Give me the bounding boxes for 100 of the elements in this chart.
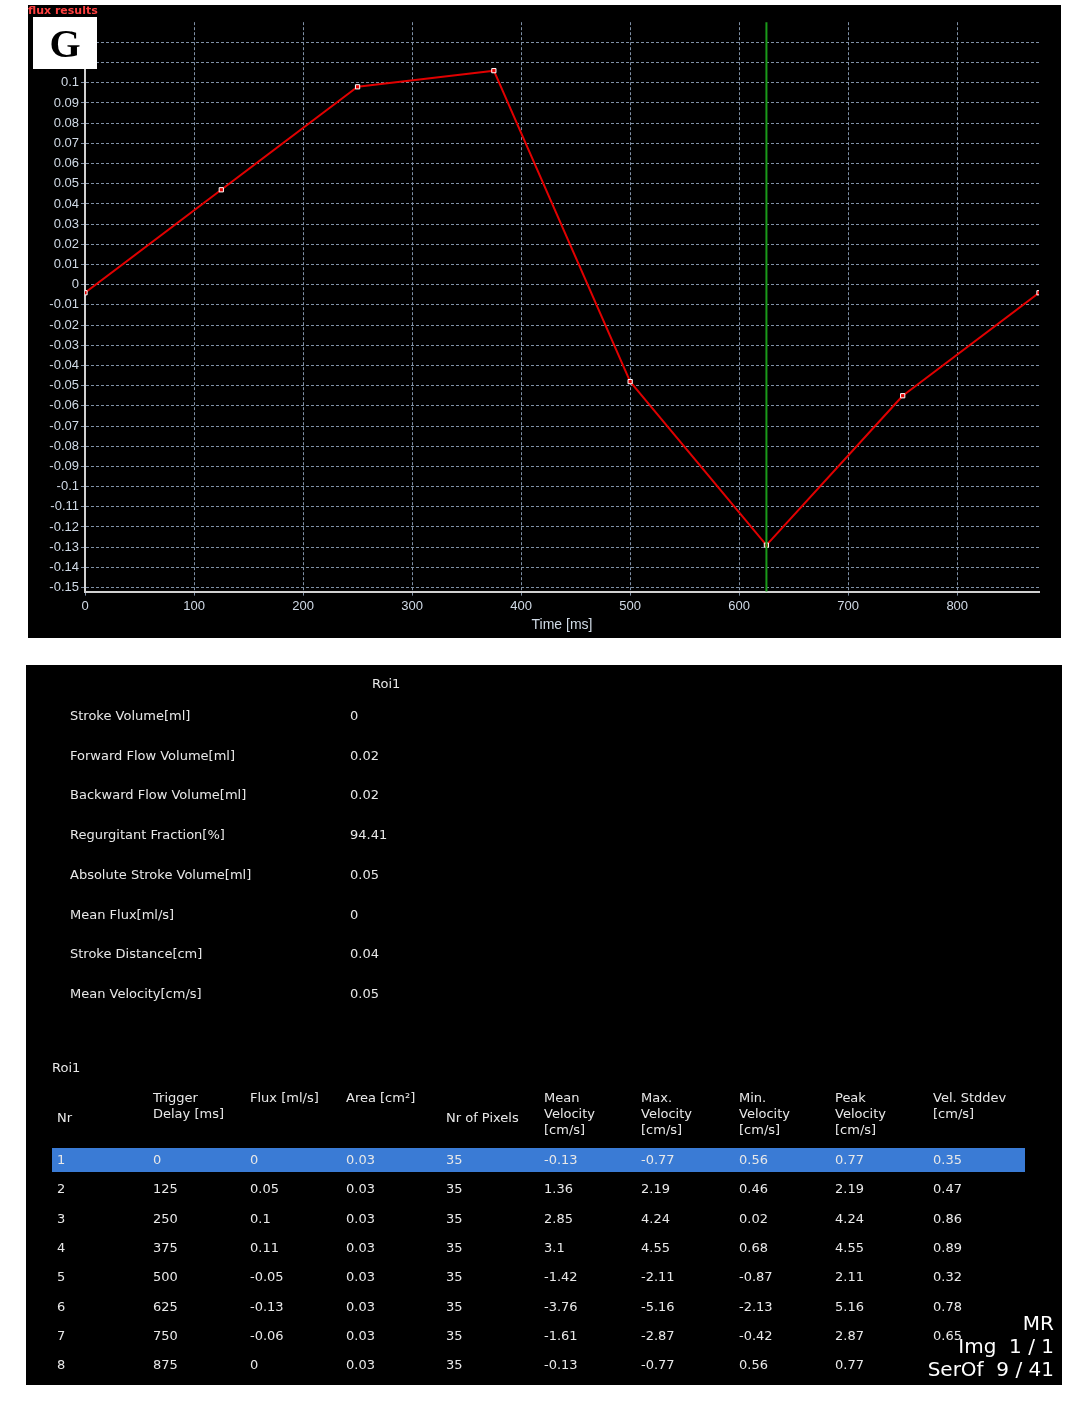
data-label: 0.86 — [933, 1210, 962, 1226]
y-tick-label: 6 — [57, 1298, 66, 1314]
x-tick-label: 800 — [946, 597, 969, 613]
y-axis-title: Nr — [57, 1110, 73, 1125]
data-label: -0.13 — [544, 1152, 578, 1167]
point — [491, 68, 497, 74]
point — [900, 393, 906, 399]
data-label: 35 — [446, 1210, 463, 1226]
data-label: 0.56 — [739, 1152, 768, 1167]
data-label: 0.11 — [250, 1239, 279, 1255]
y-tick-label: 0.06 — [53, 155, 79, 171]
data-label: 4.55 — [641, 1239, 670, 1255]
data-label: 0.03 — [346, 1210, 375, 1226]
y-tick-label: Stroke Distance[cm] — [70, 946, 203, 962]
data-label: 0.02 — [739, 1210, 768, 1226]
data-label: 0.05 — [250, 1181, 279, 1197]
data-label: 0.68 — [739, 1239, 768, 1255]
data-label: 0 — [250, 1152, 259, 1167]
y-tick-label: -0.13 — [49, 538, 79, 554]
data-label: 0.46 — [739, 1181, 768, 1197]
y-tick-label: 0.05 — [53, 175, 79, 191]
y-tick-label: -0.02 — [49, 316, 79, 332]
data-label: 35 — [446, 1269, 463, 1285]
y-tick-label: -0.07 — [49, 417, 79, 433]
y-tick-label: 0.03 — [53, 215, 79, 231]
y-tick-label: -0.03 — [49, 336, 79, 352]
y-tick-label: -0.06 — [49, 397, 79, 413]
y-tick-label: -0.04 — [49, 357, 79, 373]
y-tick-label: 0.07 — [53, 134, 79, 150]
data-label: 94.41 — [350, 827, 388, 843]
data-label: -0.42 — [739, 1327, 773, 1343]
y-tick-label: -0.14 — [49, 558, 79, 574]
y-tick-label: -0.01 — [49, 296, 79, 312]
y-tick-label: 0.09 — [53, 94, 79, 110]
y-tick-label: 4 — [57, 1239, 66, 1255]
data-label: 0.04 — [350, 946, 379, 962]
data-label: -3.76 — [544, 1298, 578, 1314]
y-tick-label: Regurgitant Fraction[%] — [70, 827, 225, 843]
text: MR — [1022, 1311, 1054, 1335]
data-label: 35 — [446, 1152, 463, 1167]
x-tick-label: Area [cm²] — [346, 1090, 417, 1106]
data-label: 750 — [153, 1327, 178, 1343]
data-label: 0.02 — [350, 747, 379, 763]
data-label: 3.1 — [544, 1239, 565, 1255]
y-tick-label: -0.1 — [56, 478, 79, 494]
text: G — [33, 17, 97, 69]
data-label: 375 — [153, 1239, 178, 1255]
data-label: 0.05 — [350, 985, 379, 1001]
data-label: 2.11 — [835, 1269, 864, 1285]
y-tick-label: -0.08 — [49, 437, 79, 453]
data-label: -2.11 — [641, 1269, 675, 1285]
y-tick-label: Stroke Volume[ml] — [70, 708, 191, 723]
annotation: SerOf 9 / 41 — [927, 1357, 1054, 1381]
data-label: 2.85 — [544, 1210, 573, 1226]
x-tick-label: 0 — [81, 597, 89, 613]
data-label: 0.56 — [739, 1357, 768, 1373]
data-label: 0.05 — [350, 866, 379, 882]
y-tick-label: 0.02 — [53, 235, 79, 251]
x-tick-label: 200 — [292, 597, 314, 613]
point — [627, 378, 633, 385]
data-label: 625 — [153, 1298, 178, 1314]
data-label: -0.13 — [250, 1298, 284, 1314]
data-label: 0.1 — [250, 1210, 271, 1226]
y-tick-label: Forward Flow Volume[ml] — [70, 747, 235, 763]
y-tick-label: 8 — [57, 1357, 66, 1373]
data-label: 500 — [153, 1269, 178, 1285]
data-label: -2.13 — [739, 1298, 773, 1314]
chart-title: Roi1 — [52, 1060, 81, 1075]
x-tick-label: Nr of Pixels — [446, 1110, 520, 1126]
x-axis-title: Time [ms] — [531, 616, 593, 633]
data-label: 0.32 — [933, 1269, 962, 1285]
data-label: 4.24 — [641, 1210, 670, 1226]
x-tick-label: Min. Velocity [cm/s] — [739, 1090, 791, 1138]
data-label: 125 — [153, 1181, 178, 1197]
y-tick-label: 0 — [71, 276, 79, 292]
data-label: -2.87 — [641, 1327, 675, 1343]
y-tick-label: 3 — [57, 1210, 66, 1226]
x-tick-label: Trigger Delay [ms] — [153, 1090, 225, 1122]
x-tick-label: 300 — [401, 597, 423, 613]
data-label: 1.36 — [544, 1181, 573, 1197]
data-label: 0.35 — [933, 1152, 962, 1167]
x-tick-label: 500 — [619, 597, 641, 613]
x-tick-label: Max. Velocity [cm/s] — [641, 1090, 693, 1138]
y-tick-label: 0.04 — [53, 195, 79, 211]
data-label: 0 — [350, 708, 359, 723]
data-label: -0.77 — [641, 1357, 675, 1373]
x-tick-label: Peak Velocity [cm/s] — [835, 1090, 887, 1138]
x-tick-label: 100 — [183, 597, 205, 613]
data-label: 2.87 — [835, 1327, 864, 1343]
x-tick-label: 600 — [728, 597, 751, 613]
chart-title: flux results — [28, 4, 99, 18]
y-tick-label: 7 — [57, 1327, 66, 1343]
y-tick-label: -0.05 — [49, 377, 79, 393]
data-label: 35 — [446, 1327, 463, 1343]
data-label: -1.61 — [544, 1327, 578, 1343]
y-tick-label: -0.09 — [49, 457, 79, 473]
y-tick-label: -0.15 — [49, 579, 79, 595]
data-label: 0.78 — [933, 1298, 962, 1314]
data-label: 0.03 — [346, 1239, 375, 1255]
data-label: 35 — [446, 1357, 463, 1373]
